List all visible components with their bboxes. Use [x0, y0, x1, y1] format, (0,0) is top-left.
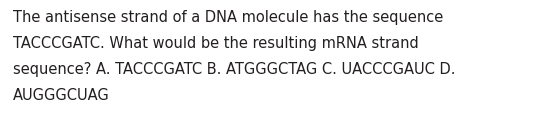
- Text: sequence? A. TACCCGATC B. ATGGGCTAG C. UACCCGAUC D.: sequence? A. TACCCGATC B. ATGGGCTAG C. U…: [13, 62, 455, 77]
- Text: AUGGGCUAG: AUGGGCUAG: [13, 88, 110, 103]
- Text: The antisense strand of a DNA molecule has the sequence: The antisense strand of a DNA molecule h…: [13, 10, 443, 25]
- Text: TACCCGATC. What would be the resulting mRNA strand: TACCCGATC. What would be the resulting m…: [13, 36, 418, 51]
